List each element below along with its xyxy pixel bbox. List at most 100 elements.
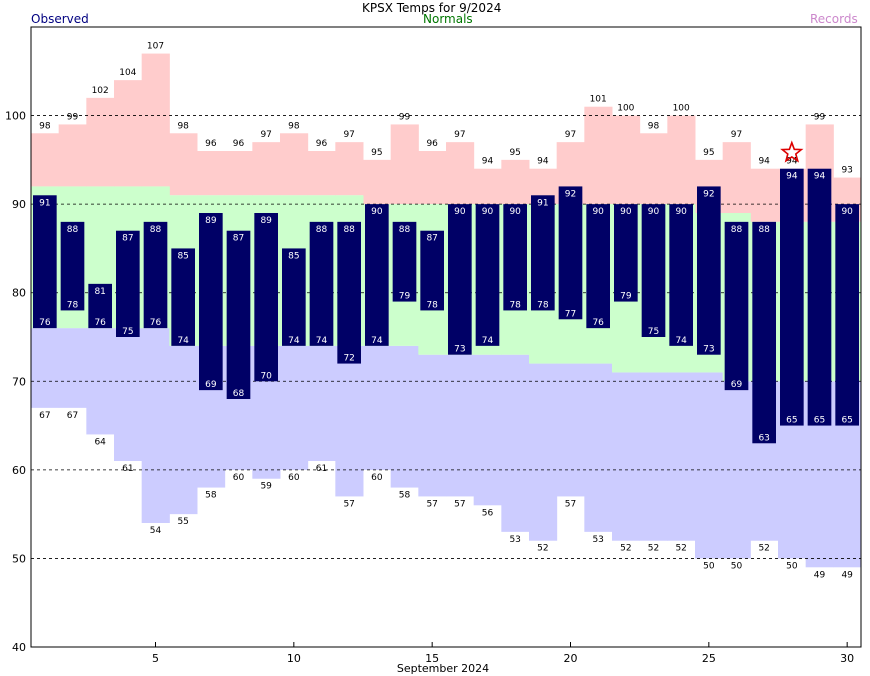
record-low-label: 52 <box>537 544 548 554</box>
observed-bar <box>641 204 666 337</box>
record-high-label: 101 <box>590 95 607 105</box>
records-legend-label: Records <box>810 12 858 26</box>
record-low-label: 61 <box>122 464 133 474</box>
observed-bar <box>365 204 389 346</box>
record-high-label: 99 <box>814 112 826 122</box>
y-tick-label: 50 <box>12 552 26 565</box>
observed-high-label: 90 <box>454 207 466 217</box>
observed-low-label: 78 <box>67 300 79 310</box>
observed-bar <box>752 221 776 444</box>
observed-high-label: 90 <box>648 207 660 217</box>
record-high-label: 98 <box>288 121 300 131</box>
record-high-label: 107 <box>147 42 164 52</box>
observed-low-label: 74 <box>316 336 328 346</box>
observed-bar <box>143 221 168 329</box>
record-high-bar <box>280 133 309 196</box>
record-high-bar <box>612 115 641 205</box>
record-high-bar <box>390 124 419 205</box>
observed-bar <box>724 221 749 391</box>
record-low-label: 61 <box>316 464 327 474</box>
record-high-label: 95 <box>371 148 382 158</box>
observed-high-label: 87 <box>233 234 244 244</box>
observed-high-label: 90 <box>509 207 521 217</box>
record-high-bar <box>363 159 392 205</box>
record-high-label: 97 <box>565 130 576 140</box>
observed-high-label: 87 <box>426 234 437 244</box>
observed-bar <box>531 195 555 311</box>
observed-low-label: 68 <box>233 389 245 399</box>
observed-high-label: 89 <box>205 216 217 226</box>
observed-low-label: 69 <box>731 380 743 390</box>
observed-high-label: 90 <box>841 207 853 217</box>
y-tick-label: 40 <box>12 641 26 654</box>
record-high-label: 96 <box>205 139 217 149</box>
observed-bar <box>171 248 195 346</box>
observed-legend-label: Observed <box>31 12 89 26</box>
observed-high-label: 88 <box>343 225 355 235</box>
record-high-label: 99 <box>399 112 411 122</box>
record-high-label: 100 <box>617 104 634 114</box>
observed-high-label: 90 <box>371 207 383 217</box>
data-labels: 91 76 98 67 88 78 99 67 81 76 102 64 87 75 104 61 88 76 10… <box>39 42 853 581</box>
record-low-label: 60 <box>371 473 383 483</box>
record-high-bar <box>252 142 281 196</box>
record-low-bar <box>58 328 87 408</box>
observed-low-label: 74 <box>288 336 300 346</box>
record-low-label: 59 <box>260 482 272 492</box>
record-low-bar <box>307 345 336 461</box>
observed-bar <box>282 248 306 346</box>
record-low-label: 50 <box>786 561 798 571</box>
observed-bar <box>33 195 57 329</box>
record-high-bar <box>750 168 779 222</box>
observed-high-label: 94 <box>786 172 798 182</box>
x-tick-label: 30 <box>840 652 854 665</box>
observed-high-label: 88 <box>758 225 770 235</box>
observed-low-label: 77 <box>565 309 576 319</box>
observed-low-label: 70 <box>260 371 272 381</box>
observed-low-label: 78 <box>426 300 438 310</box>
record-high-layer <box>31 53 862 222</box>
observed-high-label: 92 <box>565 189 576 199</box>
observed-bar <box>254 213 278 382</box>
record-low-bar <box>446 354 475 497</box>
record-low-bar <box>280 345 309 470</box>
observed-low-label: 65 <box>841 416 852 426</box>
record-high-bar <box>86 97 115 187</box>
observed-bar <box>586 204 610 329</box>
record-low-label: 52 <box>648 544 659 554</box>
x-tick-label: 20 <box>564 652 578 665</box>
record-low-bar <box>335 345 364 497</box>
observed-bar <box>88 283 112 329</box>
observed-high-label: 88 <box>67 225 79 235</box>
observed-high-label: 90 <box>592 207 604 217</box>
observed-low-label: 76 <box>39 318 51 328</box>
observed-low-label: 76 <box>94 318 106 328</box>
observed-bar <box>475 204 500 346</box>
observed-low-label: 69 <box>205 380 217 390</box>
observed-high-label: 85 <box>177 251 188 261</box>
observed-bar <box>60 221 85 311</box>
observed-layer <box>33 168 859 444</box>
observed-bar <box>669 204 693 346</box>
observed-high-label: 87 <box>122 234 133 244</box>
gridlines <box>31 115 861 559</box>
record-high-label: 104 <box>119 68 136 78</box>
x-axis-label: September 2024 <box>397 662 489 675</box>
observed-bar <box>420 230 444 311</box>
observed-bar <box>337 221 361 364</box>
record-low-bar <box>501 354 530 532</box>
record-low-bar <box>390 345 419 488</box>
observed-high-label: 88 <box>150 225 162 235</box>
observed-low-label: 65 <box>786 416 797 426</box>
record-high-label: 95 <box>509 148 520 158</box>
axis-labels: 40 50 60 70 80 90 100 5 10 15 20 25 30 <box>5 110 854 665</box>
observed-high-label: 90 <box>620 207 632 217</box>
observed-low-label: 72 <box>343 354 354 364</box>
record-high-label: 96 <box>426 139 438 149</box>
observed-high-label: 81 <box>94 287 105 297</box>
record-high-bar <box>418 151 447 205</box>
observed-high-label: 88 <box>731 225 743 235</box>
record-high-label: 97 <box>343 130 354 140</box>
observed-high-label: 91 <box>39 198 50 208</box>
record-high-label: 99 <box>67 112 79 122</box>
